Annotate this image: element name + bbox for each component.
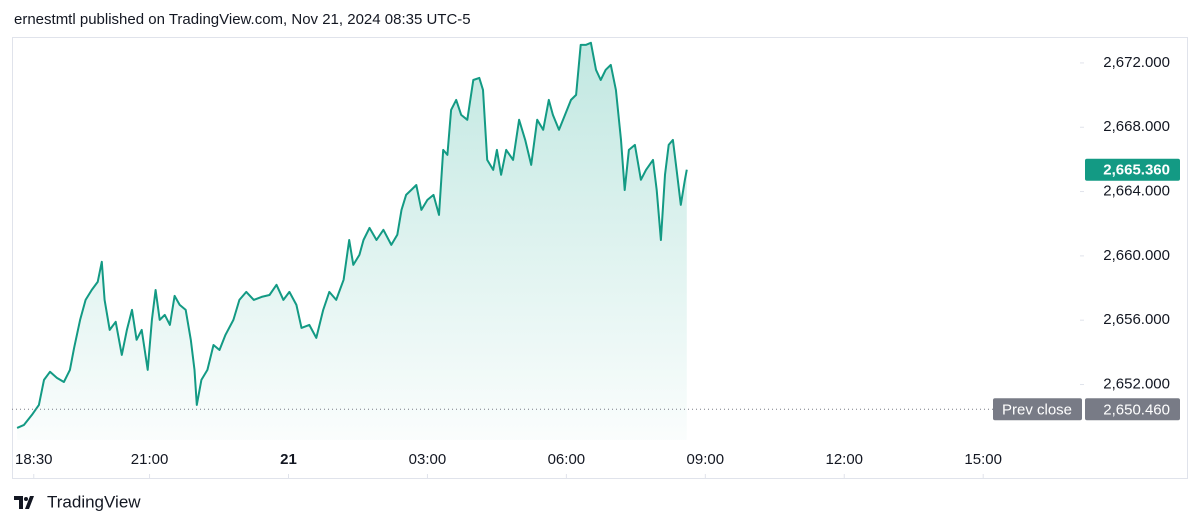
x-tick-label: 15:00 [964, 451, 1002, 468]
x-tick-label: 21 [280, 451, 297, 468]
prev-close-value: 2,650.460 [1103, 401, 1170, 418]
y-tick-label: 2,660.000 [1103, 247, 1170, 264]
y-tick-label: 2,672.000 [1103, 54, 1170, 71]
prev-close-value-tag [1085, 398, 1180, 421]
prev-close-tag [993, 398, 1082, 421]
last-value-label: 2,665.360 [1103, 162, 1170, 179]
x-tick-label: 06:00 [548, 451, 586, 468]
y-tick-label: 2,652.000 [1103, 375, 1170, 392]
x-tick-label: 12:00 [825, 451, 863, 468]
last-value-tag [1085, 158, 1180, 181]
x-tick-label: 03:00 [409, 451, 447, 468]
header: ernestmtl published on TradingView.com, … [14, 11, 471, 28]
logo-text: TradingView [47, 492, 141, 511]
x-tick-label: 18:30 [15, 451, 53, 468]
y-tick-label: 2,664.000 [1103, 183, 1170, 200]
y-tick-label: 2,656.000 [1103, 311, 1170, 328]
logo-icon [14, 496, 34, 509]
logo-dot [24, 497, 28, 501]
frame [12, 37, 1188, 479]
x-tick-label: 21:00 [131, 451, 169, 468]
logo: TradingView [14, 492, 141, 511]
prev-close-label: Prev close [1002, 401, 1072, 418]
y-tick-label: 2,668.000 [1103, 118, 1170, 135]
x-tick-label: 09:00 [687, 451, 725, 468]
price-line [16, 41, 688, 429]
area-fill [17, 42, 687, 441]
